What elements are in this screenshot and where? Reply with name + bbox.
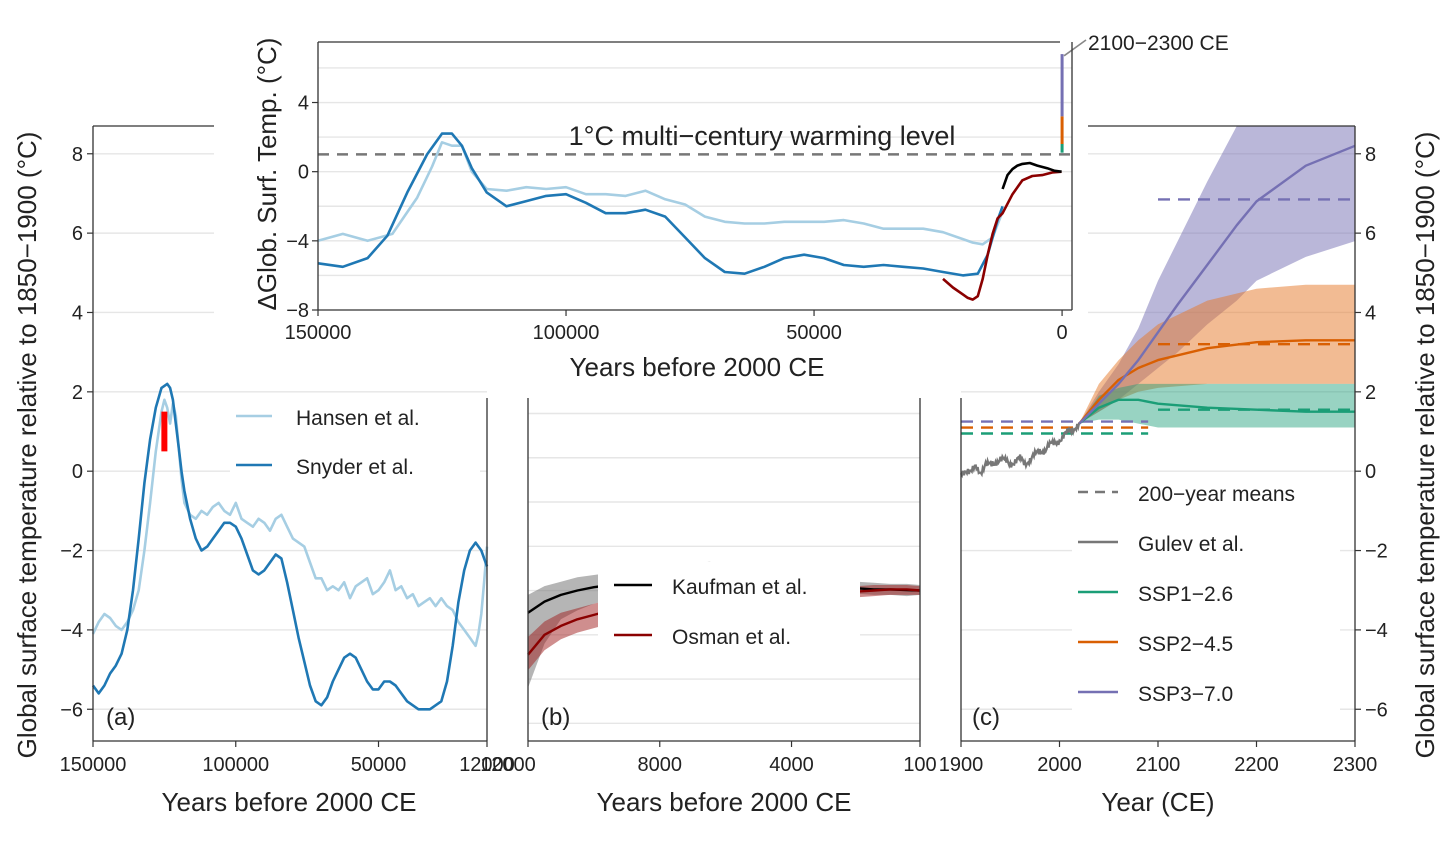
panel-b-xtick-label: 8000 xyxy=(638,754,683,776)
panel-c-xtick-label: 2100 xyxy=(1136,754,1181,776)
panel-b-xlabel: Years before 2000 CE xyxy=(597,787,852,817)
legend-b-label-1: Osman et al. xyxy=(672,626,791,649)
legend-a-label-0: Hansen et al. xyxy=(296,407,420,430)
panel-a-ytick-label: −6 xyxy=(60,699,83,721)
panel-a-ytick-label: 0 xyxy=(72,461,83,483)
legend-b-label-0: Kaufman et al. xyxy=(672,576,807,599)
panel-c-series-gulev xyxy=(960,422,1081,479)
inset-background xyxy=(214,14,1088,386)
panel-b-label: (b) xyxy=(541,704,570,731)
panel-c-series-ssp245 xyxy=(1078,339,1355,425)
panel-c-series-ssp370 xyxy=(1078,144,1356,425)
panel-a-ytick-label: 6 xyxy=(72,223,83,245)
inset-series-snyder xyxy=(317,132,1004,277)
inset-xtick-label: 150000 xyxy=(285,322,352,344)
inset-ytick-label: −8 xyxy=(286,300,309,322)
panel-inset: −8 −4 0 4 150000 100000 50000 0 xyxy=(214,14,1088,386)
panel-c-label: (c) xyxy=(972,704,1000,731)
shared-y-label-right: Global surface temperature relative to 1… xyxy=(1410,132,1440,759)
legend-c-label-2: SSP1−2.6 xyxy=(1138,583,1233,606)
inset-xtick-label: 50000 xyxy=(786,322,842,344)
panel-a-xtick-label: 50000 xyxy=(351,754,407,776)
panel-c-xtick-label: 2200 xyxy=(1234,754,1279,776)
inset-series-kaufman xyxy=(1001,161,1062,190)
panel-a-series-hansen xyxy=(91,398,489,648)
panel-b: 8000 4000 100 12000 xyxy=(480,398,937,776)
panel-c-xtick-label: 2300 xyxy=(1333,754,1378,776)
inset-series-osman xyxy=(942,170,1062,301)
legend-c-label-1: Gulev et al. xyxy=(1138,533,1244,556)
panel-c-band-ssp245 xyxy=(1079,284,1355,424)
inset-annotation-label: 2100−2300 CE xyxy=(1088,32,1229,55)
inset-series-hansen xyxy=(317,141,1004,246)
panel-a-xtick-label: 100000 xyxy=(202,754,269,776)
shared-y-label-left: Global surface temperature relative to 1… xyxy=(12,132,42,759)
panel-a-ytick-label: −4 xyxy=(60,620,83,642)
legend-a-label-1: Snyder et al. xyxy=(296,456,414,479)
inset-annotation-leader xyxy=(1063,39,1087,57)
legend-a-background xyxy=(230,398,480,498)
panel-a: −6 −4 −2 0 2 4 6 8 150000 100000 50000 12000 xyxy=(60,125,515,776)
panel-a-xtick-label: 150000 xyxy=(60,754,127,776)
panel-a-xtick-label: 12000 xyxy=(459,754,515,776)
panel-b-xtick-label: 100 xyxy=(903,754,936,776)
inset-xtick-label: 100000 xyxy=(533,322,600,344)
panel-c-xlabel: Year (CE) xyxy=(1101,787,1214,817)
legend-b-background xyxy=(598,562,860,662)
inset-ylabel: ΔGlob. Surf. Temp. (°C) xyxy=(252,38,282,311)
legend-c-label-0: 200−year means xyxy=(1138,483,1295,506)
panel-a-label: (a) xyxy=(106,704,135,731)
panel-c-ytick-label: 8 xyxy=(1365,144,1376,166)
legend-c-background xyxy=(1072,474,1340,724)
panel-a-ytick-label: −2 xyxy=(60,541,83,563)
panel-a-xlabel: Years before 2000 CE xyxy=(162,787,417,817)
panel-a-ytick-label: 2 xyxy=(72,382,83,404)
inset-ytick-label: 4 xyxy=(298,93,309,115)
panel-c-ytick-label: 0 xyxy=(1365,461,1376,483)
panel-a-series-snyder xyxy=(91,382,489,711)
panel-a-ytick-label: 8 xyxy=(72,144,83,166)
panel-c-ytick-label: −2 xyxy=(1365,541,1388,563)
panel-c-xtick-label: 2000 xyxy=(1037,754,1082,776)
inset-xtick-label: 0 xyxy=(1057,322,1068,344)
panel-c: −6 −4 −2 0 2 4 6 8 1900 2000 2100 2200 2300 xyxy=(939,125,1388,776)
legend-c-label-3: SSP2−4.5 xyxy=(1138,633,1233,656)
inset-reference-label: 1°C multi−century warming level xyxy=(569,121,956,151)
panel-c-ytick-label: −4 xyxy=(1365,620,1388,642)
panel-b-xtick-label: 4000 xyxy=(769,754,814,776)
inset-xlabel: Years before 2000 CE xyxy=(570,352,825,382)
inset-ytick-label: −4 xyxy=(286,231,309,253)
panel-a-ytick-label: 4 xyxy=(72,302,83,324)
legend-c-label-4: SSP3−7.0 xyxy=(1138,683,1233,706)
panel-c-ytick-label: 6 xyxy=(1365,223,1376,245)
inset-ytick-label: 0 xyxy=(298,162,309,184)
panel-c-ytick-label: 2 xyxy=(1365,382,1376,404)
panel-c-xtick-label: 1900 xyxy=(939,754,984,776)
panel-c-ytick-label: −6 xyxy=(1365,699,1388,721)
panel-c-band-ssp126 xyxy=(1079,383,1355,428)
panel-b-xtick-label: 12000 xyxy=(480,754,536,776)
panel-c-ytick-label: 4 xyxy=(1365,302,1376,324)
panel-c-series-ssp126 xyxy=(1078,398,1355,425)
